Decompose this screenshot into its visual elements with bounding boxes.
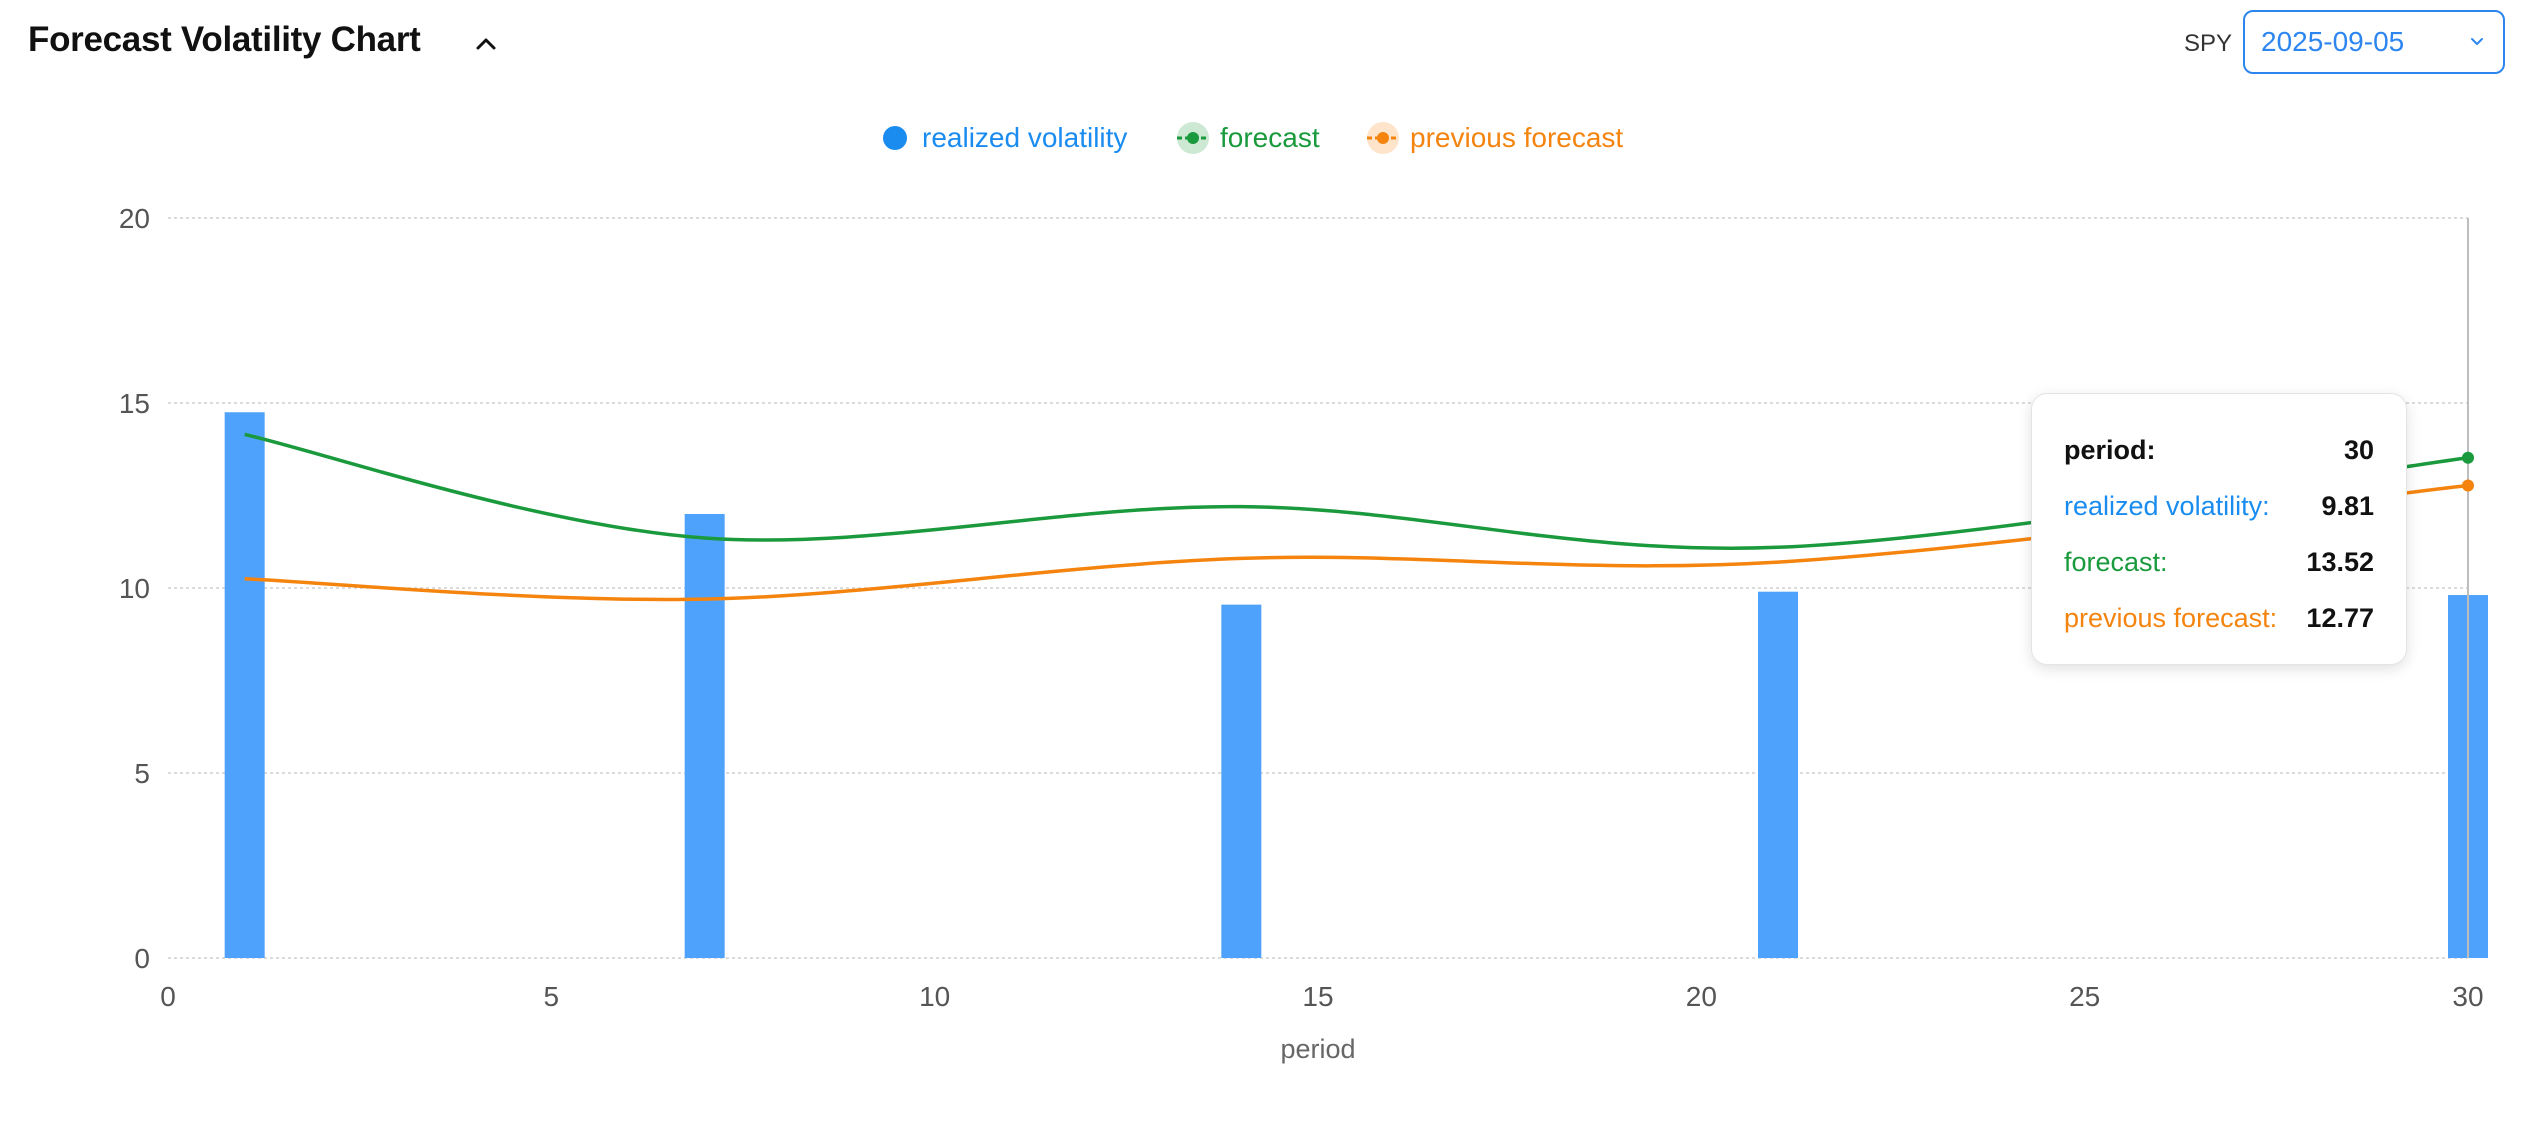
bar <box>684 514 725 958</box>
tooltip-previous-value: 12.77 <box>2306 602 2374 633</box>
tooltip-realized-label: realized volatility: <box>2064 490 2270 521</box>
legend-label-realized: realized volatility <box>922 122 1128 153</box>
y-tick-label: 15 <box>119 388 150 419</box>
x-tick-label: 10 <box>919 981 950 1012</box>
chevron-down-icon <box>2471 38 2483 45</box>
tooltip-period-value: 30 <box>2343 434 2374 465</box>
x-tick-label: 0 <box>160 981 176 1012</box>
y-tick-label: 20 <box>119 203 150 234</box>
tooltip-forecast-value: 13.52 <box>2306 546 2374 577</box>
x-axis-title: period <box>1280 1034 1355 1064</box>
chart-header: Forecast Volatility Chart SPY 2025-09-05 <box>0 0 2540 90</box>
collapse-button[interactable] <box>466 24 506 64</box>
legend-line-dot-icon <box>1366 121 1400 155</box>
tooltip-previous-label: previous forecast: <box>2064 602 2278 633</box>
tooltip-row-period: period: 30 <box>2064 422 2374 478</box>
x-tick-label: 25 <box>2069 981 2100 1012</box>
y-tick-label: 10 <box>119 573 150 604</box>
tooltip-period-label: period: <box>2064 434 2156 465</box>
bar <box>224 412 265 958</box>
previous-forecast-hover-dot <box>2462 479 2474 492</box>
legend-label-previous: previous forecast <box>1410 122 1624 153</box>
bar <box>1221 604 1262 958</box>
tooltip-row-realized: realized volatility: 9.81 <box>2064 478 2374 534</box>
tooltip-forecast-label: forecast: <box>2064 546 2168 577</box>
legend-label-forecast: forecast <box>1220 122 1320 153</box>
page-title: Forecast Volatility Chart <box>28 20 421 59</box>
date-select[interactable]: 2025-09-05 <box>2243 10 2505 74</box>
legend-item-realized[interactable]: realized volatility <box>878 118 1127 158</box>
tooltip-row-forecast: forecast: 13.52 <box>2064 534 2374 590</box>
x-tick-label: 5 <box>544 981 560 1012</box>
legend-line-dot-icon <box>1176 121 1210 155</box>
x-tick-label: 15 <box>1302 981 1333 1012</box>
date-select-value: 2025-09-05 <box>2261 26 2405 57</box>
legend-dot-icon <box>878 121 912 155</box>
legend-item-previous[interactable]: previous forecast <box>1366 118 1623 158</box>
ticker-label: SPY <box>2184 30 2233 57</box>
axes: 0 5 10 15 20 0 5 10 15 20 25 30 period <box>119 203 2484 1064</box>
x-tick-label: 30 <box>2452 981 2483 1012</box>
chevron-up-icon <box>476 38 496 50</box>
tooltip-realized-value: 9.81 <box>2321 490 2374 521</box>
y-tick-label: 5 <box>134 758 150 789</box>
hover-indicator <box>2462 218 2474 958</box>
chart-legend: realized volatility forecast previous fo… <box>0 118 2540 158</box>
forecast-hover-dot <box>2462 451 2474 464</box>
tooltip-row-previous: previous forecast: 12.77 <box>2064 590 2374 646</box>
bar <box>1758 591 1798 958</box>
y-tick-label: 0 <box>134 943 150 974</box>
x-tick-label: 20 <box>1686 981 1717 1012</box>
legend-item-forecast[interactable]: forecast <box>1176 118 1320 158</box>
chart-tooltip: period: 30 realized volatility: 9.81 for… <box>2031 393 2407 665</box>
